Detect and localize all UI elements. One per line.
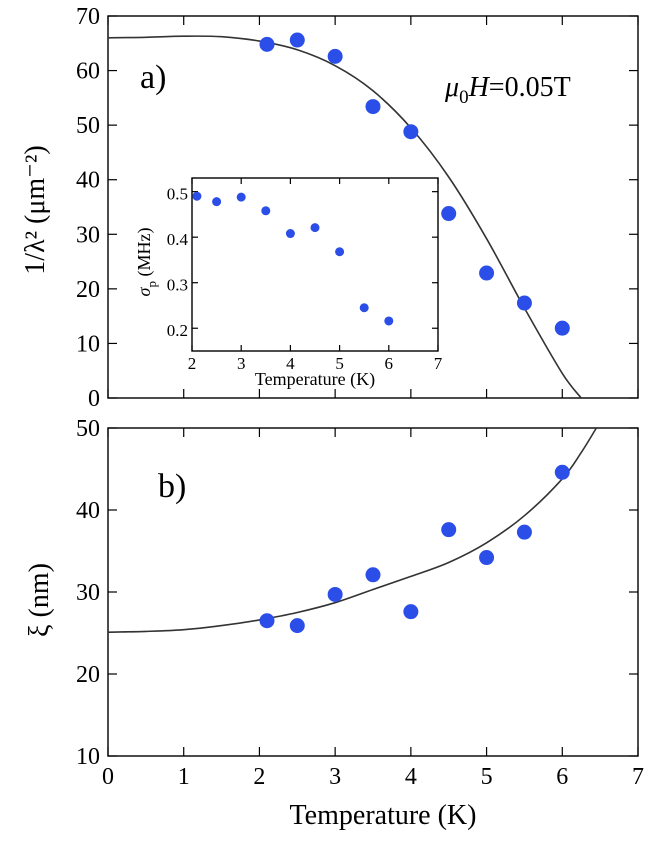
inset-xtick-label: 4 xyxy=(286,354,295,373)
field-mu: μ xyxy=(444,72,459,103)
panel-b-xtick-label: 0 xyxy=(102,764,114,790)
panel-a-point xyxy=(327,48,343,64)
panel-a-ytick-label: 50 xyxy=(76,113,100,139)
panel-b-point xyxy=(259,613,275,629)
inset-point xyxy=(261,206,271,216)
inset-point xyxy=(192,191,202,201)
inset-ylabel-unit: (MHz) xyxy=(134,228,155,281)
inset-point xyxy=(285,229,295,239)
inset-xtick-label: 2 xyxy=(188,354,197,373)
panel-a-ytick-label: 70 xyxy=(76,4,100,30)
inset-bg xyxy=(192,178,438,351)
panel-b-ylabel: ξ (nm) xyxy=(24,563,55,637)
panel-b-point xyxy=(327,586,343,602)
panel-a-label: a) xyxy=(140,59,166,96)
panel-b-xlabel: Temperature (K) xyxy=(290,800,477,831)
inset-ytick-label: 0.4 xyxy=(167,230,189,249)
field-H: H xyxy=(468,72,491,103)
panel-a-point xyxy=(365,99,381,115)
panel-b-point xyxy=(479,550,495,566)
inset-xtick-label: 3 xyxy=(237,354,246,373)
panel-a-ytick-label: 60 xyxy=(76,59,100,85)
panel-b-xtick-label: 3 xyxy=(329,764,341,790)
inset-point xyxy=(359,303,369,313)
panel-b-ytick-label: 40 xyxy=(76,498,100,524)
panel-b-xtick-label: 2 xyxy=(253,764,265,790)
field-value: =0.05T xyxy=(489,72,571,103)
inset-xlabel: Temperature (K) xyxy=(255,369,375,390)
inset-ylabel-sub: p xyxy=(144,281,159,288)
inset-xtick-label: 5 xyxy=(335,354,344,373)
inset-xtick-label: 6 xyxy=(385,354,394,373)
panel-b-fit-line xyxy=(108,428,598,633)
panel-b-point xyxy=(403,604,419,620)
panel-a-point xyxy=(441,206,457,222)
panel-b-xtick-label: 5 xyxy=(481,764,493,790)
field-sub: 0 xyxy=(459,87,469,108)
panel-b-ytick-label: 50 xyxy=(76,416,100,442)
panel-b-xtick-label: 1 xyxy=(178,764,190,790)
panel-a-frame xyxy=(107,15,639,399)
inset-ylabel-sigma: σ xyxy=(134,286,154,296)
inset-frame xyxy=(191,177,439,352)
panel-a-ytick-label: 10 xyxy=(76,331,100,357)
inset-ytick-label: 0.3 xyxy=(167,276,188,295)
panel-a-point xyxy=(554,320,570,336)
panel-b-label: b) xyxy=(158,468,186,505)
panel-a-point xyxy=(403,124,419,140)
panel-b-xtick-label: 4 xyxy=(405,764,417,790)
panel-b-point xyxy=(554,464,570,480)
panel-b-point xyxy=(516,524,532,540)
panel-b-point xyxy=(441,522,457,538)
panel-a-ylabel: 1/λ² (μm⁻²) xyxy=(20,145,51,274)
panel-b-point xyxy=(289,618,305,634)
panel-a-point xyxy=(289,32,305,48)
inset-xtick-label: 7 xyxy=(434,354,443,373)
panel-a-point xyxy=(516,295,532,311)
panel-a-ytick-label: 20 xyxy=(76,277,100,303)
panel-a-ytick-label: 40 xyxy=(76,168,100,194)
inset-point xyxy=(384,316,394,326)
panel-a-ytick-label: 0 xyxy=(88,386,100,412)
panel-a-point xyxy=(479,265,495,281)
panel-b-ytick-label: 30 xyxy=(76,580,100,606)
panel-a-point xyxy=(259,36,275,52)
panel-b-ytick-label: 10 xyxy=(76,744,100,770)
inset-ylabel: σp (MHz) xyxy=(134,228,159,297)
inset-ytick-label: 0.5 xyxy=(167,185,188,204)
inset-point xyxy=(236,192,246,202)
field-annotation: μ0H=0.05T xyxy=(444,72,571,108)
panel-b-xtick-label: 7 xyxy=(632,764,644,790)
panel-b-xtick-label: 6 xyxy=(556,764,568,790)
panel-b-point xyxy=(365,567,381,583)
panel-a-ytick-label: 30 xyxy=(76,222,100,248)
inset-ytick-label: 0.2 xyxy=(167,321,188,340)
inset-point xyxy=(212,197,222,207)
inset-point xyxy=(335,247,345,257)
inset-point xyxy=(310,223,320,233)
panel-b-ytick-label: 20 xyxy=(76,662,100,688)
